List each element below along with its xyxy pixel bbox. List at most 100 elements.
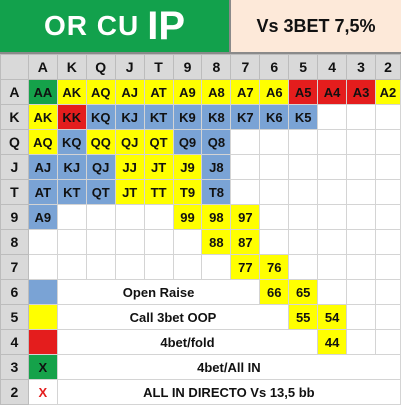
hand-cell: K5 [288,104,319,130]
hand-cell: AK [27,104,58,130]
hand-cell [317,179,348,205]
hand-cell [346,104,376,130]
hand-cell: 66 [259,279,290,305]
hand-cell: J8 [201,154,232,180]
legend-swatch: X [27,354,58,380]
legend-label: 4bet/All IN [56,354,401,380]
hand-cell [346,154,376,180]
grid-row-T: T AT KT QT JT TT T9 T8 [0,179,401,205]
hand-cell: Q8 [201,129,232,155]
hand-cell: J9 [172,154,203,180]
hand-cell: 98 [201,204,232,230]
hand-cell: 87 [230,229,261,255]
hand-cell: 76 [259,254,290,280]
hand-cell: TT [143,179,174,205]
column-header-9: 9 [172,54,203,80]
hand-cell [288,254,319,280]
hand-cell [346,129,376,155]
grid-row-5: 5 Call 3bet OOP 55 54 [0,304,401,330]
row-header-5: 5 [0,304,29,330]
hand-cell [27,229,58,255]
hand-cell [346,279,376,305]
hand-cell [230,179,261,205]
corner-cell [0,54,29,80]
hand-cell: KT [56,179,87,205]
hand-cell [201,254,232,280]
hand-cell: K6 [259,104,290,130]
hand-cell: AJ [27,154,58,180]
hand-cell [374,104,401,130]
hand-cell [317,104,348,130]
legend-label: ALL IN DIRECTO Vs 13,5 bb [56,379,401,405]
hand-cell [114,204,145,230]
hand-cell: 54 [317,304,348,330]
hand-cell: A9 [27,204,58,230]
row-header-7: 7 [0,254,29,280]
row-header-K: K [0,104,29,130]
legend-label: Call 3bet OOP [56,304,290,330]
hand-range-grid: A K Q J T 9 8 7 6 5 4 3 2 A AA AK AQ AJ AT A9 A8 A7 A6 A5 A4 A3 A2… [0,54,401,405]
hand-cell [114,229,145,255]
legend-swatch [27,304,58,330]
grid-row-8: 8 88 87 [0,229,401,255]
grid-row-A: A AA AK AQ AJ AT A9 A8 A7 A6 A5 A4 A3 A2 [0,79,401,105]
hand-cell [374,279,401,305]
legend-swatch [27,329,58,355]
legend-x-mark: X [38,359,48,375]
hand-cell [288,229,319,255]
hand-cell: QJ [114,129,145,155]
hand-cell [374,304,401,330]
hand-cell: AJ [114,79,145,105]
row-header-8: 8 [0,229,29,255]
hand-cell: K9 [172,104,203,130]
grid-row-2: 2 X ALL IN DIRECTO Vs 13,5 bb [0,379,401,405]
row-header-J: J [0,154,29,180]
hand-cell [56,229,87,255]
hand-cell: KQ [56,129,87,155]
title-box: OR CU IP [0,0,231,52]
column-header-8: 8 [201,54,232,80]
hand-cell [317,279,348,305]
grid-row-6: 6 Open Raise 66 65 [0,279,401,305]
hand-cell: KJ [114,104,145,130]
header-divider [0,52,401,54]
hand-cell [85,204,116,230]
hand-cell: 88 [201,229,232,255]
legend-label: 4bet/fold [56,329,319,355]
legend-swatch [27,279,58,305]
hand-cell: A4 [317,79,348,105]
column-header-7: 7 [230,54,261,80]
hand-cell [259,179,290,205]
title-prefix: OR CU [43,10,140,41]
hand-cell: AT [27,179,58,205]
hand-cell: 99 [172,204,203,230]
subtitle-box: Vs 3BET 7,5% [231,0,401,52]
hand-cell [143,204,174,230]
hand-cell [317,154,348,180]
hand-cell [374,254,401,280]
hand-cell: 55 [288,304,319,330]
hand-cell: QQ [85,129,116,155]
hand-cell: A9 [172,79,203,105]
hand-cell: K8 [201,104,232,130]
hand-cell [172,229,203,255]
legend-label: Open Raise [56,279,261,305]
hand-cell [114,254,145,280]
hand-cell [346,254,376,280]
hand-cell [259,129,290,155]
subtitle: Vs 3BET 7,5% [256,15,376,36]
hand-cell [288,204,319,230]
hand-cell [259,154,290,180]
column-header-K: K [56,54,87,80]
hand-cell [259,229,290,255]
hand-cell: JJ [114,154,145,180]
hand-cell [230,154,261,180]
grid-row-J: J AJ KJ QJ JJ JT J9 J8 [0,154,401,180]
hand-cell [374,204,401,230]
hand-cell [56,204,87,230]
hand-cell: A3 [346,79,376,105]
hand-cell [172,254,203,280]
grid-row-3: 3 X 4bet/All IN [0,354,401,380]
hand-cell [288,179,319,205]
